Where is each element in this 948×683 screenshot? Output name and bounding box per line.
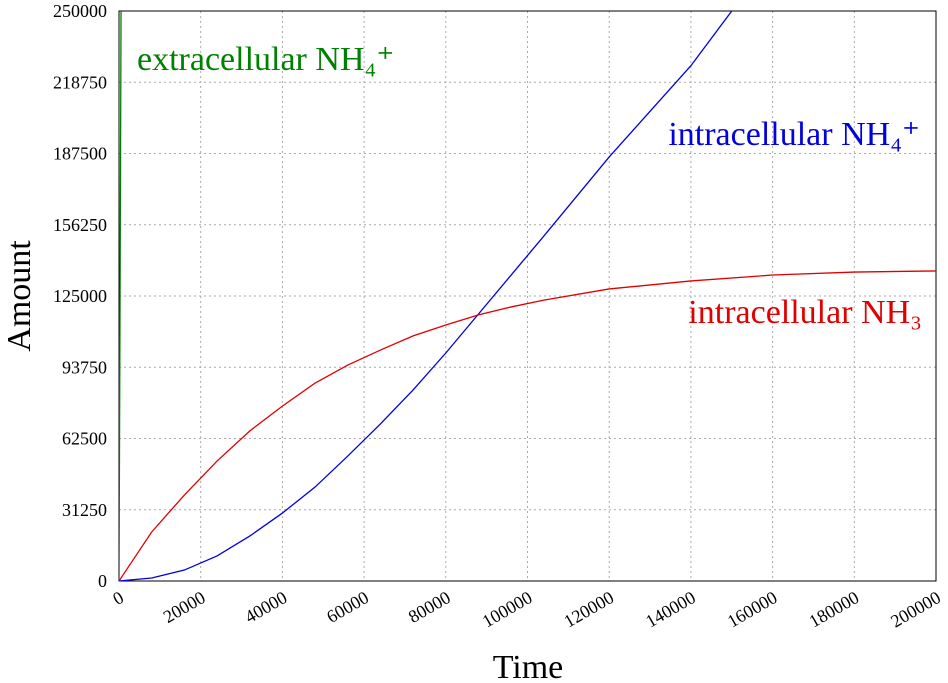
- series-label: extracellular NH₄⁺: [137, 41, 394, 78]
- x-tick-label: 60000: [323, 587, 372, 627]
- x-tick-label: 140000: [642, 587, 699, 631]
- series-label: intracellular NH₄⁺: [668, 116, 920, 153]
- x-tick-label: 20000: [160, 587, 209, 627]
- x-tick-label: 0: [109, 587, 127, 609]
- y-tick-label: 156250: [53, 215, 107, 235]
- series-label: intracellular NH₃: [688, 294, 922, 331]
- x-tick-label: 80000: [405, 587, 454, 627]
- x-tick-label: 120000: [560, 587, 617, 631]
- y-tick-label: 250000: [53, 1, 107, 21]
- plot-frame: [118, 10, 937, 582]
- y-tick-label: 31250: [62, 500, 107, 520]
- series-line: [119, 11, 122, 581]
- y-tick-label: 218750: [53, 72, 107, 92]
- series-line: [119, 11, 733, 581]
- x-axis-title: Time: [493, 649, 564, 683]
- y-axis-title: Amount: [1, 240, 38, 352]
- y-tick-label: 187500: [53, 144, 107, 164]
- y-tick-label: 93750: [62, 357, 107, 377]
- x-tick-label: 200000: [887, 587, 944, 631]
- x-tick-label: 40000: [241, 587, 290, 627]
- x-tick-label: 100000: [479, 587, 536, 631]
- y-tick-label: 62500: [62, 429, 107, 449]
- y-tick-label: 125000: [53, 286, 107, 306]
- x-tick-label: 160000: [724, 587, 781, 631]
- x-tick-label: 180000: [806, 587, 863, 631]
- series-line: [119, 270, 936, 581]
- y-tick-label: 0: [98, 571, 107, 591]
